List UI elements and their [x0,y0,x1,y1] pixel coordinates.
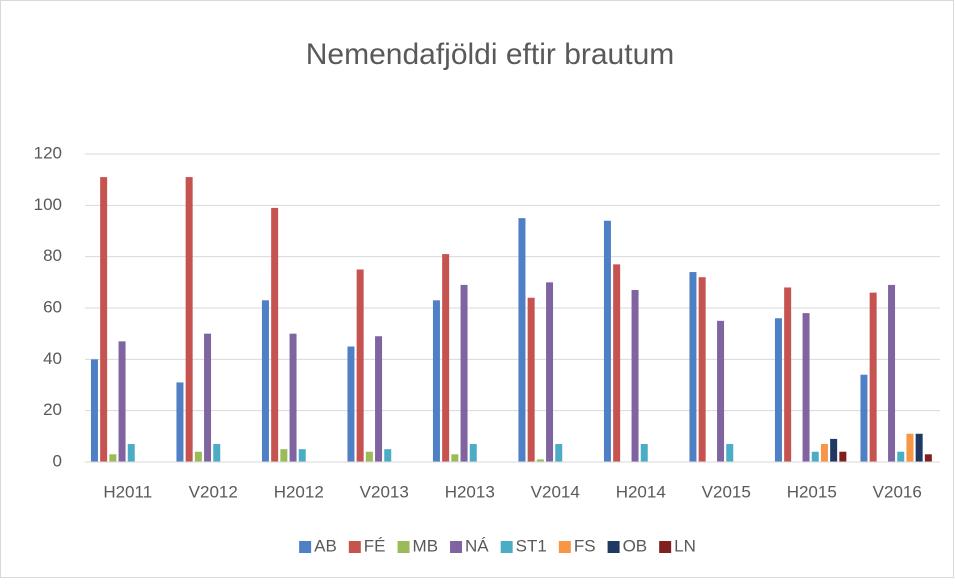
legend-swatch [558,541,571,553]
legend-swatch [299,541,312,553]
bar [689,272,697,462]
bar [185,177,193,462]
bar [442,254,450,462]
bar [469,444,477,462]
legend-label: MB [413,536,439,555]
bar [527,297,535,462]
bar [860,374,868,462]
y-tick-label: 80 [43,246,62,265]
legend-swatch [500,541,513,553]
bar [213,444,221,462]
bar [451,454,459,462]
bar [631,290,639,462]
bar [613,264,621,462]
bar [915,433,923,462]
y-tick-label: 60 [43,297,62,316]
legend-swatch [450,541,463,553]
bar [271,207,279,462]
x-tick-label: V2016 [873,482,922,501]
bar [897,451,905,462]
bar [432,300,440,462]
bar [118,341,126,462]
legend-label: OB [623,536,648,555]
legend-swatch [659,541,672,553]
bar [603,220,611,462]
bar [820,444,828,462]
bar [109,454,117,462]
y-tick-label: 100 [34,195,62,214]
x-tick-label: V2013 [360,482,409,501]
bar [100,177,108,462]
bar [726,444,734,462]
bar [830,438,838,462]
bar [869,292,877,462]
bar [127,444,135,462]
bar [774,318,782,462]
bar [717,320,725,462]
x-tick-label: V2015 [702,482,751,501]
bar [906,433,914,462]
bar [261,300,269,462]
x-tick-label: H2015 [787,482,837,501]
legend-label: LN [674,536,696,555]
bar [784,287,792,462]
bar [298,449,306,462]
bar [811,451,819,462]
y-tick-label: 20 [43,400,62,419]
legend-label: FS [574,536,596,555]
x-tick-label: H2012 [274,482,324,501]
y-tick-label: 120 [34,143,62,162]
bar [546,282,554,462]
bar [536,459,544,462]
bar [839,451,847,462]
bar [802,313,810,462]
x-tick-label: H2011 [103,482,152,501]
legend-label: ST1 [516,536,547,555]
bar [176,382,184,462]
legend-label: NÁ [465,536,489,555]
bar [204,333,212,462]
bar [289,333,297,462]
bar [924,454,932,462]
bar [384,449,392,462]
bar [347,346,355,462]
legend-label: AB [314,536,337,555]
legend-swatch [348,541,361,553]
y-tick-label: 0 [53,451,62,470]
legend-label: FÉ [364,536,386,555]
y-tick-label: 40 [43,349,62,368]
bar [518,218,526,462]
x-tick-label: V2014 [531,482,580,501]
bar [888,284,896,462]
bar [555,444,563,462]
legend-swatch [397,541,410,553]
x-tick-label: H2013 [445,482,495,501]
bar [640,444,648,462]
legend-swatch [607,541,620,553]
bar [90,359,98,462]
bar [365,451,373,462]
x-tick-label: H2014 [616,482,666,501]
bar [356,269,364,462]
chart-title: Nemendafjöldi eftir brautum [306,38,675,71]
bar [194,451,202,462]
bar [280,449,288,462]
x-tick-label: V2012 [189,482,238,501]
bar [698,277,706,462]
bar [375,336,383,462]
bar [460,284,468,462]
